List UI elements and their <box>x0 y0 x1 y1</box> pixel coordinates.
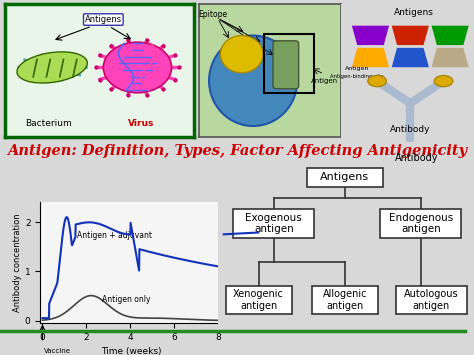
Text: Bacterium: Bacterium <box>25 119 72 128</box>
Polygon shape <box>352 26 389 45</box>
FancyBboxPatch shape <box>380 209 462 238</box>
Text: Xenogenic
antigen: Xenogenic antigen <box>233 289 284 311</box>
Text: Antigen: Antigen <box>345 66 369 71</box>
Text: Autologous
antigen: Autologous antigen <box>404 289 458 311</box>
Ellipse shape <box>220 36 263 73</box>
Text: Antigen: Definition, Types, Factor Affecting Antigenicity: Antigen: Definition, Types, Factor Affec… <box>7 144 467 158</box>
Text: Exogenous
antigen: Exogenous antigen <box>246 213 302 234</box>
FancyBboxPatch shape <box>233 209 314 238</box>
FancyBboxPatch shape <box>307 168 383 187</box>
Polygon shape <box>392 26 429 45</box>
X-axis label: Time (weeks): Time (weeks) <box>101 347 162 355</box>
Text: Antibody: Antibody <box>390 125 430 134</box>
Ellipse shape <box>17 52 87 83</box>
Ellipse shape <box>434 76 453 87</box>
Text: Antigen-binding site: Antigen-binding site <box>330 74 384 79</box>
FancyBboxPatch shape <box>312 286 378 314</box>
Text: Virus: Virus <box>128 119 155 128</box>
Ellipse shape <box>209 36 297 126</box>
Polygon shape <box>431 48 469 67</box>
Text: Antigen only: Antigen only <box>102 295 150 304</box>
Text: Antigens: Antigens <box>320 173 369 182</box>
Text: Vaccine
administered: Vaccine administered <box>44 348 90 355</box>
Text: Endogenous
antigen: Endogenous antigen <box>389 213 453 234</box>
Text: Antigen + adjuvant: Antigen + adjuvant <box>77 231 152 240</box>
Ellipse shape <box>368 76 386 87</box>
FancyBboxPatch shape <box>226 286 292 314</box>
Polygon shape <box>352 48 389 67</box>
Ellipse shape <box>103 42 172 93</box>
Bar <box>264 34 314 93</box>
Text: Epitope: Epitope <box>199 10 228 19</box>
Text: Antigens: Antigens <box>85 15 122 24</box>
FancyBboxPatch shape <box>273 41 299 89</box>
Text: Antigen: Antigen <box>310 78 338 84</box>
Text: Allogenic
antigen: Allogenic antigen <box>323 289 367 311</box>
Text: Antibody: Antibody <box>395 153 439 163</box>
Y-axis label: Antibody concentration: Antibody concentration <box>13 213 22 312</box>
Text: Antigens: Antigens <box>394 8 434 17</box>
Polygon shape <box>392 48 429 67</box>
Polygon shape <box>431 26 469 45</box>
FancyBboxPatch shape <box>395 286 466 314</box>
